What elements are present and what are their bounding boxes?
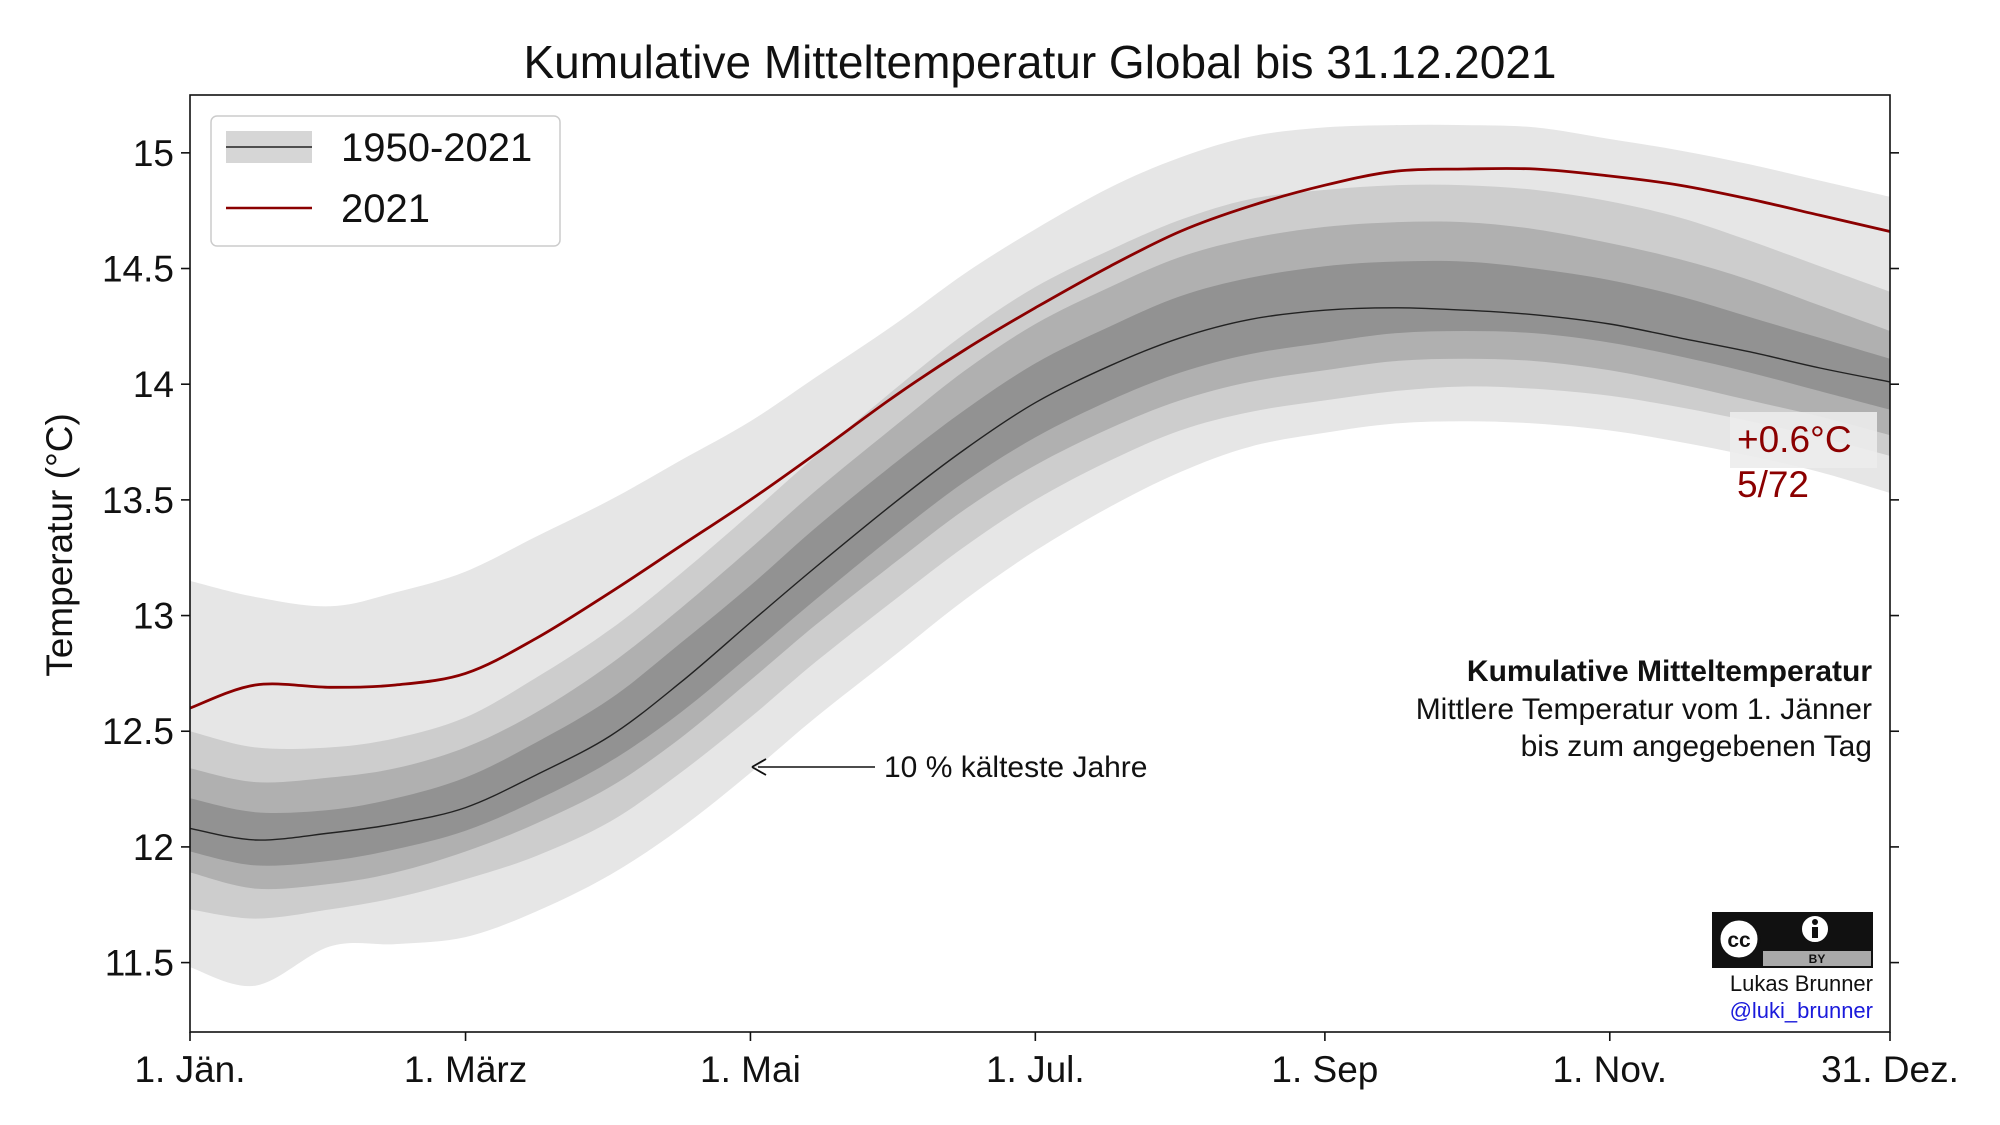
series-line-2021 <box>189 167 1891 710</box>
y-tick-label: 11.5 <box>105 943 174 984</box>
description-line-2: bis zum angegebenen Tag <box>1521 730 1872 763</box>
x-tick-label: 1. Mai <box>700 1049 801 1090</box>
cc-badge-label: BY <box>1809 952 1826 966</box>
end-annotation-value: +0.6°C <box>1737 419 1852 460</box>
end-annotation-box <box>1730 412 1877 468</box>
arrow-annotation: 10 % kälteste Jahre <box>751 751 1147 784</box>
x-tick-label: 1. Nov. <box>1553 1049 1667 1090</box>
arrow-annotation-text: 10 % kälteste Jahre <box>884 751 1147 784</box>
y-tick-label: 15 <box>133 133 174 174</box>
end-annotation-rank: 5/72 <box>1737 464 1809 505</box>
y-tick-label: 13.5 <box>102 480 174 521</box>
cc-badge-strip <box>1763 951 1871 966</box>
legend-label-1950-2021: 1950-2021 <box>341 126 532 170</box>
y-tick-label: 12.5 <box>102 711 174 752</box>
lines-group <box>189 167 1891 841</box>
y-tick-label: 14 <box>133 364 174 405</box>
credit-handle: @luki_brunner <box>1730 998 1873 1023</box>
legend-label-2021: 2021 <box>341 187 430 231</box>
cc-icon-glyph: cc <box>1727 929 1751 952</box>
y-tick-label: 12 <box>133 827 174 868</box>
x-tick-label: 31. Dez. <box>1821 1049 1959 1090</box>
x-tick-label: 1. Jän. <box>134 1049 245 1090</box>
cc-icon <box>1717 917 1761 961</box>
band-30-70% <box>190 260 1890 866</box>
series-line-1950-2021 <box>189 307 1891 841</box>
x-ticks: 1. Jän. 1. März 1. Mai 1. Jul. 1. Sep 1. Nov.… <box>134 1032 1959 1090</box>
plot-frame <box>189 94 1891 1033</box>
description-line-1: Mittlere Temperatur vom 1. Jänner <box>1416 693 1872 726</box>
y-ticks: 11.5 12 12.5 13 13.5 14 14.5 15 <box>102 133 1899 984</box>
x-tick-label: 1. Jul. <box>986 1049 1085 1090</box>
end-annotation: +0.6°C 5/72 <box>1730 412 1877 505</box>
person-icon-head <box>1812 919 1818 925</box>
x-tick-label: 1. Sep <box>1271 1049 1378 1090</box>
x-tick-label: 1. März <box>404 1049 527 1090</box>
person-icon-body <box>1812 927 1818 938</box>
legend: 1950-2021 2021 <box>210 115 561 247</box>
chart-title: Kumulative Mitteltemperatur Global bis 3… <box>523 36 1556 88</box>
description: Kumulative Mitteltemperatur Mittlere Tem… <box>1416 655 1873 763</box>
arrow-head <box>751 758 767 776</box>
y-tick-label: 14.5 <box>102 249 174 290</box>
y-axis-label: Temperatur (°C) <box>39 413 80 677</box>
credit-author: Lukas Brunner <box>1730 971 1873 996</box>
credit: cc BY Lukas Brunner @luki_brunner <box>1712 912 1873 1023</box>
bands-group <box>190 124 1890 987</box>
y-tick-label: 13 <box>133 596 174 637</box>
description-title: Kumulative Mitteltemperatur <box>1467 655 1872 688</box>
